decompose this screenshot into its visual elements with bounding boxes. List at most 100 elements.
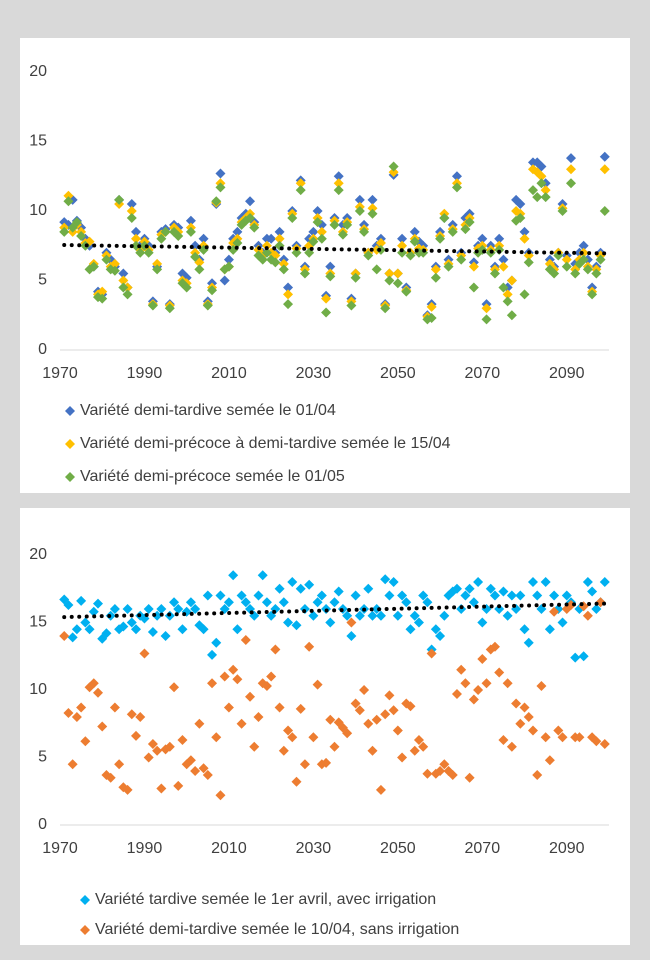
data-point — [460, 678, 471, 689]
data-point — [565, 599, 576, 610]
data-point — [308, 236, 319, 247]
data-point — [354, 705, 365, 716]
data-point — [126, 212, 137, 223]
data-point — [409, 745, 420, 756]
data-point — [177, 734, 188, 745]
data-point — [232, 226, 243, 237]
data-point — [283, 299, 294, 310]
data-point — [468, 261, 479, 272]
data-point — [329, 597, 340, 608]
data-point — [519, 233, 530, 244]
data-point — [177, 624, 188, 635]
data-point — [236, 718, 247, 729]
data-point — [152, 258, 163, 269]
data-point — [405, 250, 416, 261]
data-point — [494, 233, 505, 244]
data-point — [527, 577, 538, 587]
data-point — [519, 624, 530, 635]
data-point — [122, 289, 133, 300]
data-point — [101, 254, 112, 265]
data-point — [156, 604, 167, 614]
x-tick-label: 2090 — [549, 365, 585, 382]
data-point — [261, 680, 272, 691]
data-point — [71, 217, 82, 228]
legend-marker — [80, 925, 90, 935]
data-point — [498, 734, 509, 745]
data-point — [519, 702, 530, 713]
data-point — [283, 289, 294, 300]
data-point — [101, 628, 112, 639]
data-point — [63, 707, 74, 718]
data-point — [287, 577, 298, 587]
data-point — [274, 233, 285, 244]
data-point — [329, 741, 340, 752]
data-point — [582, 264, 593, 275]
data-point — [126, 709, 137, 720]
data-point — [502, 678, 513, 689]
data-point — [156, 233, 167, 244]
data-point — [498, 261, 509, 272]
data-point — [202, 300, 213, 311]
data-point — [143, 604, 154, 614]
data-point — [397, 590, 408, 601]
data-point — [553, 725, 564, 736]
data-point — [249, 741, 260, 752]
data-point — [447, 770, 458, 781]
legend-label: Variété demi-tardive semée le 10/04, san… — [95, 921, 459, 938]
x-tick-label: 2030 — [296, 365, 332, 382]
data-point — [190, 251, 201, 262]
data-point — [565, 178, 576, 189]
data-point — [321, 757, 332, 768]
data-point — [253, 712, 264, 722]
data-point — [367, 610, 378, 621]
data-point — [228, 570, 239, 581]
data-point — [549, 590, 560, 601]
data-point — [451, 182, 462, 193]
data-point — [223, 254, 234, 265]
data-point — [481, 303, 492, 314]
data-point — [451, 171, 462, 182]
data-point — [325, 617, 336, 628]
data-point — [532, 770, 543, 781]
data-point — [498, 586, 509, 597]
data-point — [71, 712, 82, 722]
data-point — [359, 226, 370, 237]
data-point — [380, 709, 391, 720]
data-point — [80, 736, 91, 747]
data-point — [464, 217, 475, 228]
data-point — [215, 590, 226, 601]
data-point — [591, 268, 602, 279]
data-point — [181, 282, 192, 293]
data-point — [426, 648, 437, 659]
data-point — [460, 590, 471, 601]
data-point — [464, 583, 475, 594]
data-point — [456, 664, 467, 675]
x-tick-label: 2010 — [211, 840, 247, 857]
data-point — [582, 577, 593, 587]
data-point — [270, 644, 281, 655]
legend-label: Variété tardive semée le 1er avril, avec… — [95, 891, 436, 908]
data-point — [498, 254, 509, 265]
data-point — [333, 185, 344, 196]
data-point — [515, 590, 526, 601]
data-point — [76, 702, 87, 713]
data-point — [266, 671, 277, 682]
data-point — [236, 590, 247, 601]
data-point — [93, 687, 104, 698]
data-point — [308, 732, 319, 743]
data-point — [76, 231, 87, 242]
data-point — [126, 206, 137, 216]
data-point — [291, 247, 302, 258]
data-point — [578, 247, 589, 258]
data-point — [63, 190, 74, 201]
data-point — [202, 770, 213, 781]
data-point — [401, 286, 412, 297]
legend-marker — [65, 439, 75, 449]
data-point — [549, 268, 560, 279]
data-point — [397, 233, 408, 244]
data-point — [88, 606, 99, 617]
data-point — [363, 250, 374, 261]
data-point — [549, 606, 560, 617]
data-point — [232, 237, 243, 248]
